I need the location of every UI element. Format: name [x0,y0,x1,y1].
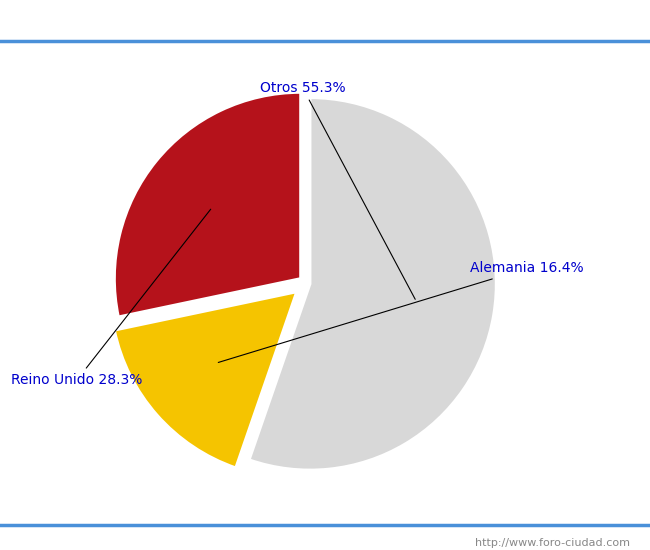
Text: Avinyonet del Penedès - Turistas extranjeros según país - Abril de 2024: Avinyonet del Penedès - Turistas extranj… [29,13,621,29]
Wedge shape [114,292,296,468]
Wedge shape [249,98,496,470]
Text: Reino Unido 28.3%: Reino Unido 28.3% [11,209,211,387]
Wedge shape [114,92,300,317]
Text: Alemania 16.4%: Alemania 16.4% [218,261,584,362]
Text: http://www.foro-ciudad.com: http://www.foro-ciudad.com [476,537,630,548]
Text: Otros 55.3%: Otros 55.3% [260,81,415,299]
